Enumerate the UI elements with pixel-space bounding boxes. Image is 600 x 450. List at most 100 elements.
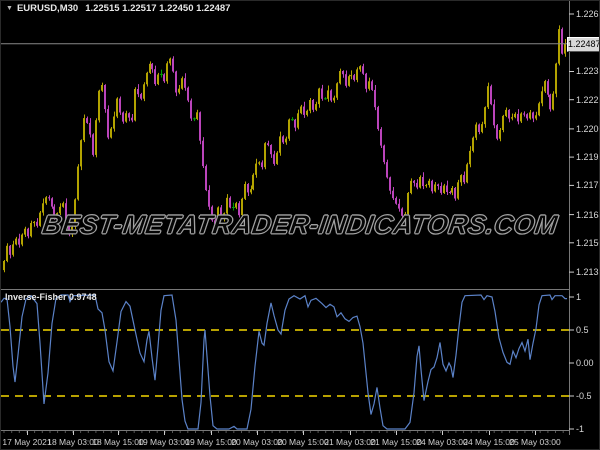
- candle-body: [359, 66, 361, 70]
- candle-body: [544, 81, 546, 92]
- candle-body: [457, 182, 459, 199]
- time-tick-label: 21 May 03:00: [324, 437, 376, 447]
- time-tick-label: 20 May 15:00: [277, 437, 329, 447]
- candle-body: [493, 104, 495, 126]
- candle-body: [15, 238, 17, 245]
- candle-body: [107, 109, 109, 138]
- time-tick-label: 19 May 03:00: [138, 437, 190, 447]
- candle-body: [451, 188, 453, 193]
- candle-body: [449, 192, 451, 193]
- candle-body: [27, 228, 29, 237]
- candle-body: [398, 203, 400, 209]
- candle-body: [149, 63, 151, 73]
- candle-body: [56, 213, 58, 219]
- candle-body: [514, 113, 516, 118]
- candle-body: [380, 129, 382, 146]
- candle-body: [312, 100, 314, 110]
- candle-body: [3, 261, 5, 271]
- candle-body: [241, 198, 243, 216]
- candle-body: [45, 197, 47, 204]
- candle-body: [137, 89, 139, 95]
- candle-body: [321, 88, 323, 99]
- candle-body: [538, 103, 540, 116]
- indicator-scale-label: -0.5: [576, 391, 592, 401]
- price-tick-label: 1.21785: [576, 180, 599, 190]
- candle-body: [440, 186, 442, 193]
- chart-title: ▼ EURUSD,M30 1.22515 1.22517 1.22450 1.224…: [6, 3, 230, 14]
- price-tick-label: 1.21640: [576, 210, 599, 220]
- candle-body: [68, 223, 70, 235]
- price-tick-label: 1.21500: [576, 238, 599, 248]
- candle-body: [541, 91, 543, 104]
- candle-body: [282, 136, 284, 143]
- indicator-name: Inverse-Fisher: [5, 292, 67, 302]
- indicator-value: 0.9748: [69, 292, 97, 302]
- candle-body: [196, 112, 198, 119]
- candle-body: [285, 138, 287, 143]
- candle-body: [428, 180, 430, 186]
- candle-body: [247, 184, 249, 193]
- candle-body: [526, 114, 528, 119]
- candle-body: [12, 244, 14, 255]
- price-tick-label: 1.22635: [576, 9, 599, 19]
- candle-body: [395, 198, 397, 204]
- time-tick-label: 19 May 15:00: [185, 437, 237, 447]
- candle-body: [128, 113, 130, 118]
- symbol-period-label: EURUSD,M30: [16, 3, 79, 14]
- candle-body: [466, 164, 468, 183]
- candle-body: [348, 76, 350, 86]
- candle-body: [306, 110, 308, 115]
- price-tick-label: 1.22350: [576, 66, 599, 76]
- time-tick-label: 25 May 03:00: [509, 437, 561, 447]
- candle-body: [101, 85, 103, 91]
- candle-body: [478, 124, 480, 132]
- candle-body: [561, 29, 563, 54]
- candle-body: [410, 180, 412, 193]
- candle-body: [51, 198, 53, 207]
- candle-body: [368, 81, 370, 89]
- candle-body: [125, 113, 127, 122]
- candle-body: [48, 197, 50, 199]
- candle-body: [339, 71, 341, 84]
- candle-body: [377, 107, 379, 130]
- candle-body: [208, 190, 210, 207]
- candle-body: [157, 74, 159, 85]
- candle-body: [463, 175, 465, 183]
- candle-body: [83, 118, 85, 141]
- candle-body: [333, 97, 335, 101]
- candle-body: [443, 185, 445, 193]
- candle-body: [235, 203, 237, 208]
- price-tick-label: 1.22065: [576, 124, 599, 134]
- candle-body: [532, 112, 534, 119]
- time-tick-label: 24 May 15:00: [463, 437, 515, 447]
- candle-body: [309, 100, 311, 111]
- candle-body: [264, 143, 266, 168]
- candle-body: [502, 115, 504, 130]
- candle-body: [454, 188, 456, 199]
- candle-body: [80, 140, 82, 167]
- candle-body: [24, 228, 26, 235]
- candle-body: [223, 213, 225, 218]
- candle-body: [39, 212, 41, 226]
- candle-body: [59, 206, 61, 214]
- candle-body: [460, 175, 462, 183]
- candle-body: [318, 88, 320, 105]
- candle-body: [18, 238, 20, 245]
- candle-body: [547, 81, 549, 95]
- indicator-pane-label: Inverse-Fisher 0.9748: [5, 292, 97, 302]
- candle-body: [252, 174, 254, 190]
- time-tick-label: 21 May 15:00: [370, 437, 422, 447]
- candle-body: [327, 90, 329, 99]
- candle-body: [496, 125, 498, 139]
- candle-body: [555, 63, 557, 94]
- candle-body: [297, 113, 299, 128]
- indicator-scale-label: 1: [576, 292, 582, 302]
- time-tick-label: 24 May 03:00: [416, 437, 468, 447]
- candle-body: [143, 84, 145, 99]
- indicator-scale-label: 0.5: [576, 325, 589, 335]
- candle-body: [131, 117, 133, 121]
- candle-body: [383, 145, 385, 163]
- candle-body: [437, 184, 439, 186]
- candle-body: [33, 221, 35, 224]
